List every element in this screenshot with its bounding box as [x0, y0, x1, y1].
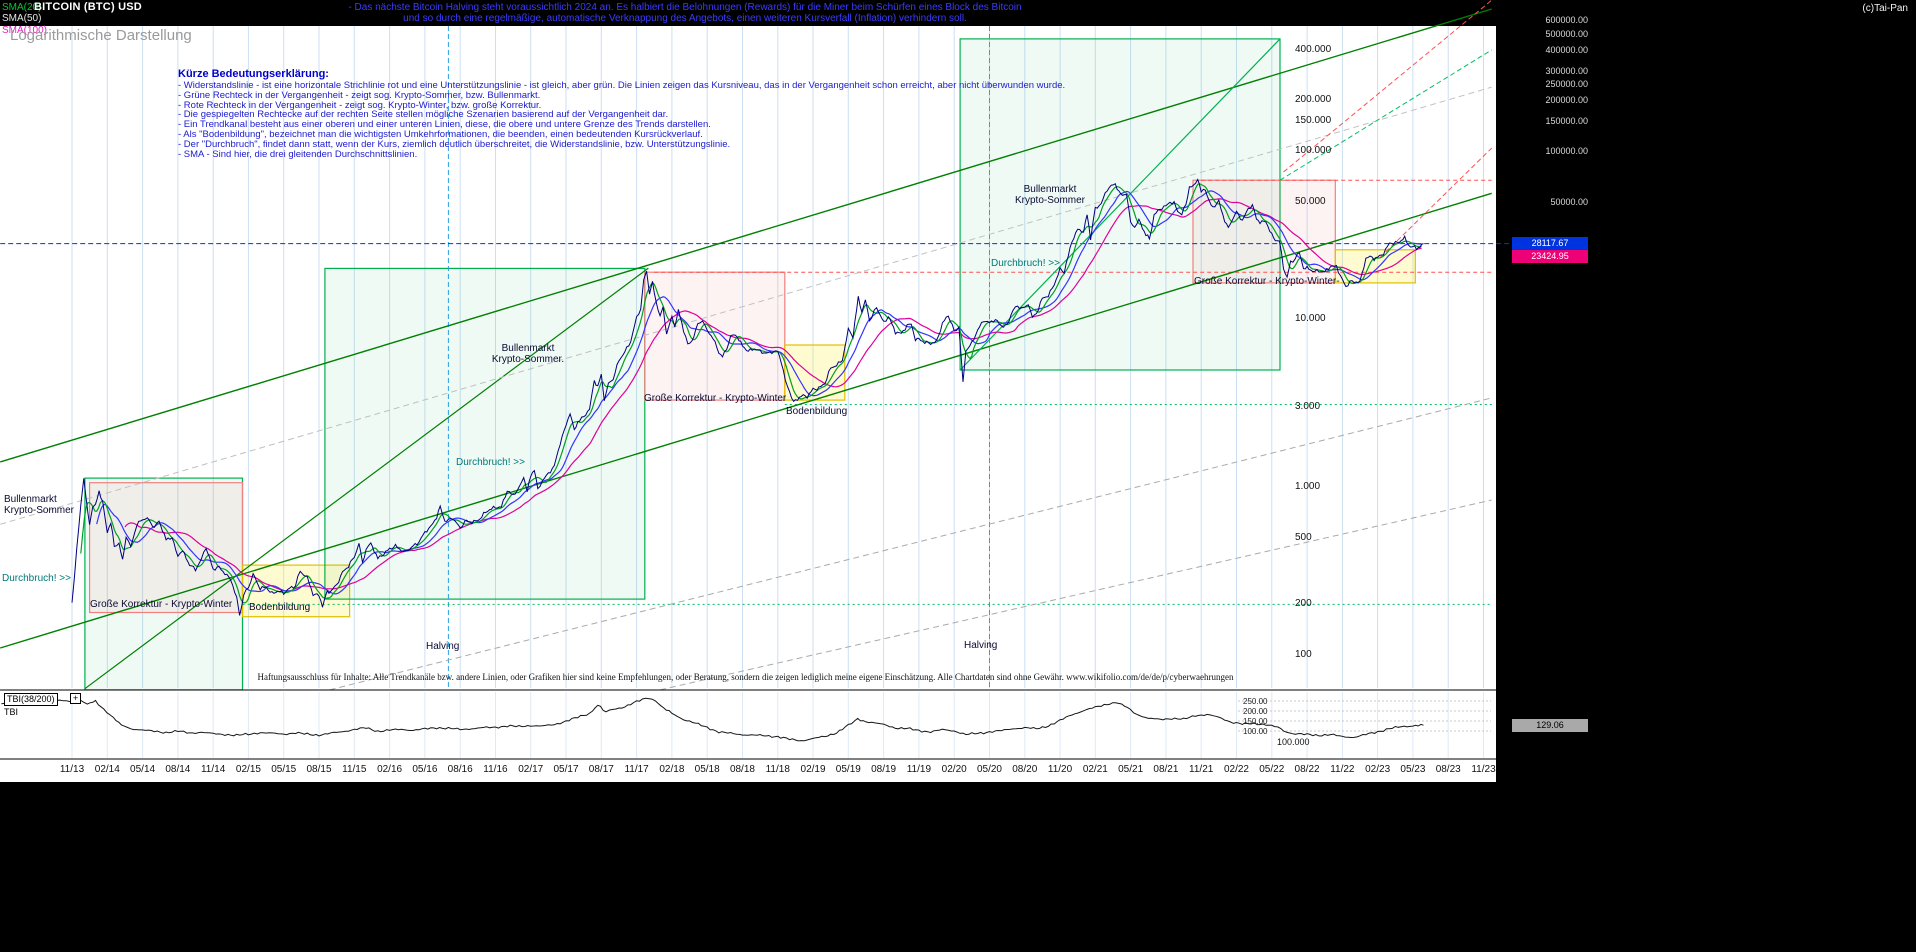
- explanation-line: - Als "Bodenbildung", bezeichnet man die…: [178, 128, 703, 140]
- tbi-value-badge: 129.06: [1512, 719, 1588, 732]
- scale-watermark: Logarithmische Darstellung: [10, 27, 192, 44]
- price-badge: 28117.67: [1512, 237, 1588, 250]
- right-axis-label: 250000.00: [1545, 79, 1588, 90]
- right-axis-label: 200000.00: [1545, 95, 1588, 106]
- explanation-line: - Die gespiegelten Rechtecke auf der rec…: [178, 109, 669, 121]
- chart-title: BITCOIN (BTC) USD: [34, 1, 142, 13]
- explanation-list: - Widerstandslinie - ist eine horizontal…: [178, 81, 1178, 159]
- right-axis-label: 500000.00: [1545, 28, 1588, 39]
- sma100-badge: 23424.95: [1512, 250, 1588, 263]
- halving-note-line2: und so durch eine regelmäßige, automatis…: [403, 13, 967, 24]
- right-axis-label: 150000.00: [1545, 116, 1588, 127]
- explanation-line: - Widerstandslinie - ist eine horizontal…: [178, 80, 1066, 91]
- tbi-pane-label: TBI: [4, 707, 19, 717]
- right-axis-label: 600000.00: [1545, 15, 1588, 26]
- right-axis-label: 400000.00: [1545, 44, 1588, 55]
- disclaimer-text: Haftungsausschluss für Inhalte: Alle Tre…: [257, 672, 1234, 682]
- right-axis-label: 300000.00: [1545, 65, 1588, 76]
- legend-sma20: SMA(20): [2, 2, 42, 13]
- explanation-line: - Grüne Rechteck in der Vergangenheit - …: [178, 89, 541, 101]
- legend-sma100: SMA(100): [2, 25, 48, 36]
- copyright-label: (c)Tai-Pan: [1862, 3, 1908, 14]
- explanation-line: - Rote Rechteck in der Vergangenheit - z…: [178, 99, 542, 111]
- right-axis-label: 50000.00: [1550, 196, 1588, 207]
- legend-sma50: SMA(50): [2, 13, 42, 24]
- explanation-line: - SMA - Sind hier, die drei gleitenden D…: [178, 148, 418, 160]
- explanation-line: - Ein Trendkanal besteht aus einer obere…: [178, 119, 711, 131]
- halving-note-line1: - Das nächste Bitcoin Halving steht vora…: [348, 2, 1022, 13]
- halving-note: - Das nächste Bitcoin Halving steht vora…: [260, 2, 1110, 24]
- explanation-title: Kürze Bedeutungserklärung:: [178, 68, 329, 80]
- tbi-indicator-label[interactable]: TBI(38/200): [4, 693, 58, 706]
- explanation-line: - Der "Durchbruch", findet dann statt, w…: [178, 138, 731, 150]
- right-axis-label: 100000.00: [1545, 146, 1588, 156]
- add-indicator-icon[interactable]: +: [70, 693, 81, 704]
